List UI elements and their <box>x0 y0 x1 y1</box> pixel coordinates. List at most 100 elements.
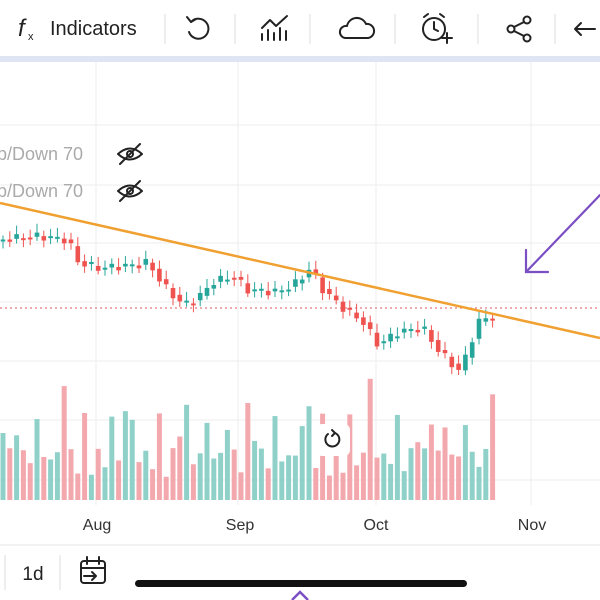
goto-date-icon[interactable] <box>80 556 106 584</box>
candle-body <box>89 262 94 265</box>
volume-bar <box>367 378 373 500</box>
volume-bar <box>381 453 387 500</box>
undo-icon[interactable] <box>186 16 210 40</box>
candle-body <box>456 363 461 370</box>
volume-bar <box>150 469 156 500</box>
volume-bar <box>7 448 13 500</box>
volume-bar <box>82 413 88 500</box>
share-icon[interactable] <box>506 15 532 43</box>
candle-body <box>463 354 468 371</box>
back-icon[interactable] <box>574 22 596 36</box>
candle-body <box>422 326 427 329</box>
candle-body <box>204 287 210 296</box>
candle-body <box>401 328 407 333</box>
candle-body <box>272 288 278 292</box>
candle-body <box>177 294 183 302</box>
candle-body <box>14 234 19 239</box>
candle-body <box>55 236 60 239</box>
volume-bar <box>54 452 60 500</box>
volume-bar <box>197 453 203 500</box>
volume-bar <box>102 467 108 500</box>
volume-bar <box>156 413 162 500</box>
volume-bar <box>462 425 468 500</box>
candle-body <box>95 265 101 271</box>
indicator-label: p/Down 70 <box>0 181 83 201</box>
reset-icon <box>324 429 341 448</box>
indicators-button[interactable]: Indicators <box>50 18 137 40</box>
candle-body <box>41 236 47 241</box>
volume-bar <box>272 416 278 500</box>
volume-bar <box>27 463 33 500</box>
volume-bar <box>388 463 394 500</box>
x-tick-label: Nov <box>518 517 546 534</box>
candle-body <box>313 269 319 275</box>
candle-body <box>184 300 189 303</box>
volume-bar <box>61 386 67 500</box>
candle-body <box>157 268 162 282</box>
candle-body <box>449 356 455 368</box>
alert-icon[interactable] <box>422 13 453 44</box>
candle-body <box>143 258 149 265</box>
candle-body <box>136 265 142 269</box>
volume-bar <box>75 473 81 500</box>
volume-bar <box>48 459 54 500</box>
candle-body <box>123 263 128 267</box>
volume-bar <box>394 414 400 500</box>
reset-button[interactable] <box>316 424 350 456</box>
volume-bar <box>109 416 115 500</box>
candle-body <box>197 292 203 301</box>
candle-body <box>191 303 196 306</box>
volume-bar <box>238 472 244 500</box>
visibility-icon[interactable] <box>117 180 143 202</box>
candle-body <box>34 232 40 237</box>
volume-bar <box>252 440 258 500</box>
home-indicator <box>135 580 467 587</box>
candle-body <box>293 279 298 287</box>
candle-body <box>0 239 6 242</box>
candle-body <box>381 341 387 344</box>
candle-body <box>75 246 81 263</box>
volume-bar <box>483 448 489 500</box>
volume-bar <box>313 468 319 500</box>
candle-body <box>361 317 366 325</box>
candle-body <box>150 262 155 271</box>
volume-bar <box>20 450 26 500</box>
volume-bar <box>347 414 353 500</box>
volume-bar <box>340 472 346 500</box>
candle-body <box>259 288 264 291</box>
volume-bar <box>306 406 312 500</box>
volume-bar <box>95 448 101 500</box>
candle-body <box>333 295 339 301</box>
candle-body <box>483 318 489 322</box>
candle-body <box>211 285 217 289</box>
fx-icon[interactable]: f <box>18 15 27 42</box>
candle-body <box>388 333 393 342</box>
volume-bar <box>279 461 285 500</box>
visibility-icon[interactable] <box>117 143 143 165</box>
volume-bar <box>265 468 271 500</box>
volume-bar <box>374 457 380 500</box>
candle-body <box>68 239 74 244</box>
candle-body <box>102 267 108 270</box>
x-tick-label: Aug <box>83 517 111 534</box>
volume-bars <box>0 378 496 500</box>
candles <box>0 223 495 376</box>
volume-bar <box>422 448 428 500</box>
candle-body <box>231 277 237 280</box>
volume-bar <box>34 419 40 500</box>
volume-bar <box>184 404 190 500</box>
arrow-drawing <box>524 193 600 274</box>
candle-body <box>21 238 26 241</box>
volume-bar <box>408 448 414 500</box>
interval-button[interactable]: 1d <box>22 564 43 585</box>
candle-body <box>429 330 434 342</box>
candle-body <box>320 277 325 294</box>
candle-body <box>225 279 230 282</box>
candle-body <box>490 318 495 321</box>
chart-type-icon[interactable] <box>261 15 288 41</box>
cloud-icon[interactable] <box>338 16 376 39</box>
candle-body <box>7 239 13 242</box>
candle-body <box>218 275 223 282</box>
